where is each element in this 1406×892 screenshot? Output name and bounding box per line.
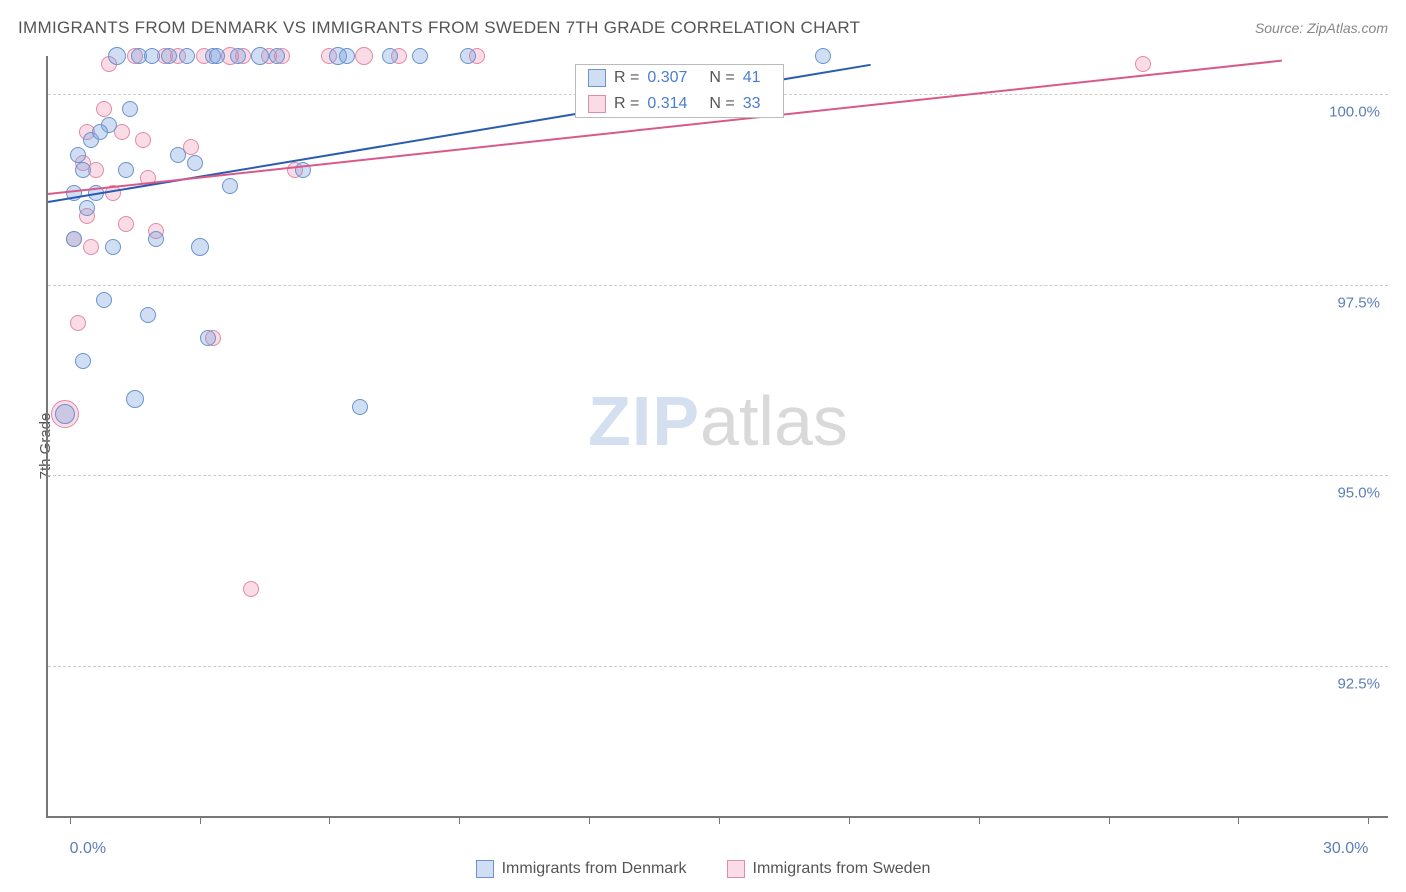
- data-point-denmark: [148, 231, 164, 247]
- data-point-denmark: [815, 48, 831, 64]
- corr-row-sweden: R =0.314N =33: [576, 91, 783, 117]
- gridline-h: [48, 285, 1388, 286]
- swatch-denmark: [476, 860, 494, 878]
- watermark: ZIPatlas: [588, 381, 848, 461]
- data-point-denmark: [412, 48, 428, 64]
- data-point-denmark: [75, 162, 91, 178]
- data-point-denmark: [230, 48, 246, 64]
- n-value-denmark: 41: [743, 69, 771, 87]
- swatch-sweden: [588, 95, 606, 113]
- y-tick-label: 92.5%: [1337, 675, 1380, 692]
- data-point-denmark: [92, 124, 108, 140]
- x-tick-label: 30.0%: [1323, 840, 1368, 858]
- x-tick: [589, 816, 590, 824]
- r-value-sweden: 0.314: [647, 95, 701, 113]
- data-point-denmark: [118, 162, 134, 178]
- legend-label-sweden: Immigrants from Sweden: [753, 860, 931, 878]
- data-point-sweden: [243, 581, 259, 597]
- data-point-sweden: [96, 101, 112, 117]
- y-tick-label: 97.5%: [1337, 294, 1380, 311]
- x-tick: [329, 816, 330, 824]
- scatter-plot: ZIPatlas 100.0%97.5%95.0%92.5%0.0%30.0%R…: [46, 56, 1388, 818]
- legend-bottom: Immigrants from Denmark Immigrants from S…: [0, 860, 1406, 878]
- corr-row-denmark: R =0.307N =41: [576, 65, 783, 91]
- data-point-denmark: [352, 399, 368, 415]
- gridline-h: [48, 666, 1388, 667]
- data-point-sweden: [70, 315, 86, 331]
- y-tick-label: 100.0%: [1329, 104, 1380, 121]
- x-tick: [1238, 816, 1239, 824]
- data-point-denmark: [161, 48, 177, 64]
- data-point-denmark: [209, 48, 225, 64]
- data-point-denmark: [75, 353, 91, 369]
- legend-item-sweden: Immigrants from Sweden: [727, 860, 931, 878]
- legend-item-denmark: Immigrants from Denmark: [476, 860, 687, 878]
- gridline-h: [48, 475, 1388, 476]
- r-value-denmark: 0.307: [647, 69, 701, 87]
- data-point-denmark: [70, 147, 86, 163]
- data-point-denmark: [55, 404, 75, 424]
- data-point-denmark: [126, 390, 144, 408]
- n-value-sweden: 33: [743, 95, 771, 113]
- data-point-denmark: [269, 48, 285, 64]
- x-tick: [70, 816, 71, 824]
- data-point-denmark: [96, 292, 112, 308]
- x-tick-label: 0.0%: [70, 840, 106, 858]
- data-point-denmark: [66, 231, 82, 247]
- swatch-sweden: [727, 860, 745, 878]
- chart-title: IMMIGRANTS FROM DENMARK VS IMMIGRANTS FR…: [18, 18, 860, 38]
- x-tick: [719, 816, 720, 824]
- data-point-denmark: [105, 239, 121, 255]
- data-point-denmark: [122, 101, 138, 117]
- x-tick: [1109, 816, 1110, 824]
- data-point-denmark: [251, 47, 269, 65]
- data-point-sweden: [135, 132, 151, 148]
- data-point-denmark: [108, 47, 126, 65]
- x-tick: [849, 816, 850, 824]
- x-tick: [1368, 816, 1369, 824]
- x-tick: [200, 816, 201, 824]
- chart-source: Source: ZipAtlas.com: [1255, 20, 1388, 36]
- x-tick: [459, 816, 460, 824]
- data-point-denmark: [140, 307, 156, 323]
- chart-header: IMMIGRANTS FROM DENMARK VS IMMIGRANTS FR…: [18, 18, 1388, 38]
- data-point-denmark: [191, 238, 209, 256]
- data-point-denmark: [460, 48, 476, 64]
- y-tick-label: 95.0%: [1337, 485, 1380, 502]
- data-point-denmark: [382, 48, 398, 64]
- data-point-sweden: [1135, 56, 1151, 72]
- correlation-legend: R =0.307N =41R =0.314N =33: [575, 64, 784, 118]
- data-point-sweden: [83, 239, 99, 255]
- data-point-denmark: [339, 48, 355, 64]
- legend-label-denmark: Immigrants from Denmark: [502, 860, 687, 878]
- data-point-denmark: [170, 147, 186, 163]
- data-point-denmark: [179, 48, 195, 64]
- data-point-denmark: [79, 200, 95, 216]
- data-point-sweden: [118, 216, 134, 232]
- data-point-denmark: [200, 330, 216, 346]
- swatch-denmark: [588, 69, 606, 87]
- x-tick: [979, 816, 980, 824]
- data-point-denmark: [222, 178, 238, 194]
- data-point-denmark: [187, 155, 203, 171]
- data-point-denmark: [144, 48, 160, 64]
- data-point-sweden: [355, 47, 373, 65]
